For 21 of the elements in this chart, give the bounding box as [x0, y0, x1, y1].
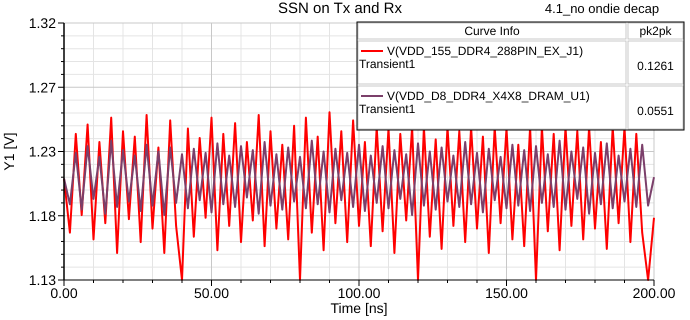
x-tick-label: 200.00: [632, 285, 676, 301]
y-tick-label: 1.32: [28, 15, 56, 31]
annotation: 0.1261: [637, 59, 674, 73]
y-axis-title: Y1 [V]: [1, 132, 17, 171]
y-tick-label: 1.23: [28, 144, 56, 160]
y-tick-label: 1.18: [28, 208, 56, 224]
legend-label: V(VDD_155_DDR4_288PIN_EX_J1) Transient1: [359, 44, 584, 71]
x-tick-label: 150.00: [485, 285, 528, 301]
y-tick-label: 1.13: [28, 272, 56, 288]
text: 4.1_no ondie decap: [544, 1, 660, 16]
legend-label: V(VDD_D8_DDR4_X4X8_DRAM_U1) Transient1: [359, 89, 590, 116]
x-tick-label: 100.00: [338, 285, 381, 301]
annotation: Curve Info: [464, 24, 520, 38]
chart-title: SSN on Tx and Rx: [278, 0, 402, 17]
x-tick-label: 0.00: [50, 285, 78, 301]
line-series: [63, 140, 655, 216]
x-axis-title: Time [ns]: [330, 300, 388, 316]
annotation: 0.0551: [637, 104, 674, 118]
x-tick-label: 50.00: [194, 285, 230, 301]
y-tick-label: 1.27: [28, 79, 56, 96]
annotation: pk2pk: [639, 24, 673, 38]
